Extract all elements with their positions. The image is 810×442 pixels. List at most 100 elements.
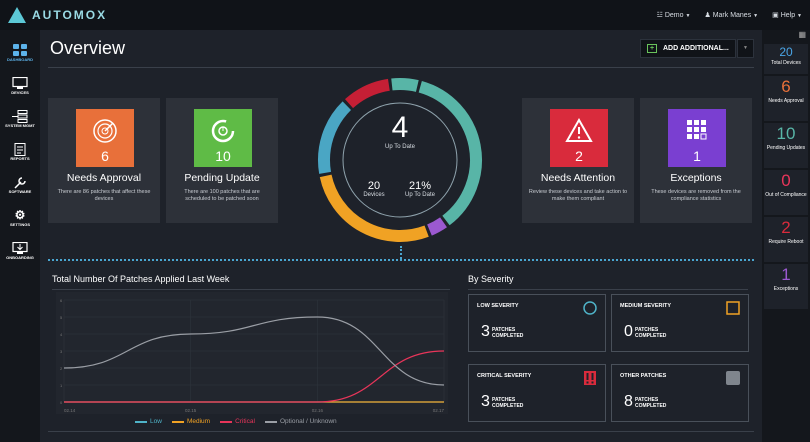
summary-out-of-compliance[interactable]: 0 Out of Compliance [764, 170, 808, 215]
radar-icon [93, 119, 117, 143]
chevron-down-icon: ▼ [685, 13, 691, 19]
summary-label: Pending Updates [766, 145, 806, 151]
donut-connector [400, 246, 402, 259]
severity-name: MEDIUM SEVERITY [620, 303, 672, 309]
monitor-icon [12, 77, 28, 89]
severity-count-label: PATCHES COMPLETED [635, 327, 666, 339]
card-title: Pending Update [184, 172, 260, 184]
filled-square-icon [726, 371, 740, 385]
sidebar-item-reports[interactable]: REPORTS [0, 137, 40, 167]
card-tile: 2 [550, 109, 608, 167]
summary-needs-approval[interactable]: 6 Needs Approval [764, 76, 808, 121]
sidebar-item-label: DASHBOARD [7, 57, 33, 62]
severity-name: OTHER PATCHES [620, 373, 667, 379]
y-tick-label: 5 [60, 315, 63, 320]
title-divider [48, 67, 754, 68]
monitor-download-icon [12, 242, 28, 254]
sidebar-item-label: SOFTWARE [8, 189, 32, 194]
series-line-critical[interactable] [64, 350, 445, 403]
legend-item-optional[interactable]: Optional / Unknown [264, 418, 337, 425]
patches-word: PATCHES [492, 397, 516, 403]
panel-toggle-icon[interactable]: ▦ [798, 30, 806, 39]
legend-item-critical[interactable]: Critical [220, 418, 255, 425]
compliance-donut-chart[interactable] [310, 70, 490, 250]
keypad-icon [687, 120, 707, 140]
add-additional-button[interactable]: + ADD ADDITIONAL... [640, 39, 736, 58]
card-description: There are 86 patches that affect these d… [57, 189, 151, 202]
sidebar-item-software[interactable]: SOFTWARE [0, 170, 40, 200]
severity-low-card[interactable]: LOW SEVERITY 3 PATCHES COMPLETED [468, 294, 606, 352]
x-tick-label: 02.14 [64, 408, 76, 413]
user-menu[interactable]: ♟ Mark Manes ▼ [704, 11, 758, 19]
donut-segment-red[interactable] [344, 78, 390, 109]
card-pending-update[interactable]: 10 Pending Update There are 100 patches … [166, 98, 278, 223]
sidebar-item-system-mgmt[interactable]: SYSTEM MGMT [0, 104, 40, 134]
chevron-down-icon: ▼ [753, 13, 759, 19]
patches-word: PATCHES [492, 327, 516, 333]
completed-word: COMPLETED [635, 403, 667, 409]
summary-exceptions[interactable]: 1 Exceptions [764, 264, 808, 309]
donut-center-value: 4 [391, 111, 409, 144]
severity-critical-card[interactable]: CRITICAL SEVERITY 3 PATCHES COMPLETED [468, 364, 606, 422]
chevron-down-icon: ▼ [797, 13, 802, 19]
add-additional-label: ADD ADDITIONAL... [663, 45, 729, 52]
card-value: 1 [693, 148, 701, 164]
summary-pending-updates[interactable]: 10 Pending Updates [764, 123, 808, 168]
card-needs-approval[interactable]: 6 Needs Approval There are 86 patches th… [48, 98, 160, 223]
sidebar-item-onboarding[interactable]: ONBOARDING [0, 236, 40, 266]
org-menu[interactable]: ☳ Demo ▼ [657, 11, 691, 19]
legend-item-low[interactable]: Low [135, 418, 162, 425]
summary-value: 2 [781, 218, 791, 237]
severity-other-card[interactable]: OTHER PATCHES 8 PATCHES COMPLETED [611, 364, 749, 422]
card-title: Exceptions [670, 172, 722, 184]
user-name: Mark Manes [712, 12, 752, 19]
donut-segment-teal2[interactable] [391, 78, 419, 92]
y-tick-label: 0 [60, 400, 63, 405]
gear-icon: ⚙ [14, 208, 26, 222]
donut-devices-value: 20 [367, 180, 381, 192]
card-tile: 10 [194, 109, 252, 167]
x-tick-label: 02.17 [433, 408, 445, 413]
brand-logo[interactable]: AUTOMOX [8, 7, 107, 23]
help-menu[interactable]: ▣ Help ▼ [772, 11, 802, 19]
severity-name: LOW SEVERITY [477, 303, 519, 309]
summary-value: 20 [779, 45, 793, 59]
donut-pct-value: 21% [408, 180, 432, 192]
main-content: Overview + ADD ADDITIONAL... ▼ 6 Needs A… [40, 30, 762, 442]
donut-segment-purple[interactable] [427, 217, 447, 236]
sidebar-item-devices[interactable]: DEVICES [0, 71, 40, 101]
sidebar-item-label: SETTINGS [9, 222, 30, 227]
add-additional-dropdown[interactable]: ▼ [737, 39, 754, 58]
donut-segment-orange[interactable] [319, 174, 429, 242]
donut-segment-blue[interactable] [318, 101, 352, 174]
card-title: Needs Approval [66, 172, 142, 184]
card-description: These devices are removed from the compl… [651, 189, 741, 202]
summary-panel: ▦ 20 Total Devices 6 Needs Approval 10 P… [762, 30, 810, 442]
severity-medium-card[interactable]: MEDIUM SEVERITY 0 PATCHES COMPLETED [611, 294, 749, 352]
sidebar-item-settings[interactable]: ⚙ SETTINGS [0, 203, 40, 233]
grid-icon [13, 44, 27, 56]
section-divider [468, 289, 748, 290]
patches-word: PATCHES [635, 327, 659, 333]
donut-pct-label: Up To Date [405, 192, 435, 198]
card-exceptions[interactable]: 1 Exceptions These devices are removed f… [640, 98, 752, 223]
chart-legend: Low Medium Critical Optional / Unknown [135, 418, 337, 425]
sidebar-item-label: ONBOARDING [6, 255, 34, 260]
legend-item-medium[interactable]: Medium [171, 418, 210, 425]
y-tick-label: 1 [60, 383, 63, 388]
card-description: Review these devices and take action to … [528, 189, 628, 202]
donut-devices-stat: 20 Devices [356, 180, 392, 198]
section-divider [52, 289, 450, 290]
card-needs-attention[interactable]: 2 Needs Attention Review these devices a… [522, 98, 634, 223]
brand-name: AUTOMOX [32, 8, 108, 22]
series-line-optional-unknown[interactable] [63, 316, 445, 386]
sidebar-item-label: REPORTS [10, 156, 30, 161]
patches-line-chart[interactable]: 0 1 2 3 4 5 6 02.14 02.15 02.16 02.17 [52, 290, 452, 420]
user-icon: ♟ [704, 12, 711, 19]
donut-segment-teal[interactable] [418, 80, 482, 226]
summary-total-devices[interactable]: 20 Total Devices [764, 44, 808, 74]
document-icon [14, 143, 26, 156]
summary-require-reboot[interactable]: 2 Require Reboot [764, 217, 808, 262]
org-name: Demo [664, 12, 684, 19]
sidebar-item-dashboard[interactable]: DASHBOARD [0, 38, 40, 68]
